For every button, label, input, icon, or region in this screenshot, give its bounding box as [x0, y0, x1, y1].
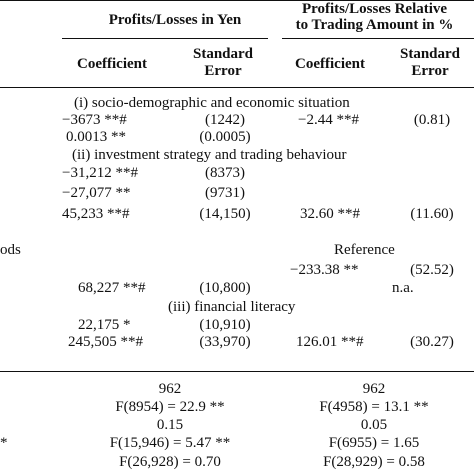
cell-r5-coef1: 45,233 **# [62, 206, 130, 222]
cell-r10-err2: (30.27) [410, 334, 454, 350]
cell-r9-coef1: 22,175 * [78, 317, 131, 333]
header-group2-title-line1: Profits/Losses Relative [301, 1, 448, 17]
section-label-socio-demographic: (i) socio-demographic and economic situa… [74, 95, 350, 111]
stat-f-test-1a: F(8954) = 22.9 ** [115, 399, 225, 415]
header-coefficient-2: Coefficient [295, 56, 365, 72]
stat-r-squared-1: 0.15 [156, 417, 184, 433]
section-label-investment-strategy: (ii) investment strategy and trading beh… [72, 147, 347, 163]
stat-observations-2: 962 [362, 381, 386, 397]
cell-r1-err2: (0.81) [413, 112, 451, 128]
stat-observations-1: 962 [158, 381, 182, 397]
cell-r7-err2: (52.52) [410, 262, 454, 278]
stat-f-test-3a: F(26,928) = 0.70 [119, 454, 221, 470]
header-rule [0, 87, 474, 88]
group2-underline [282, 38, 474, 39]
header-group1-title: Profits/Losses in Yen [108, 12, 242, 28]
cell-r8-err2: n.a. [392, 280, 414, 296]
header-error-2: Error [411, 63, 449, 79]
cell-r9-err1: (10,910) [199, 317, 251, 333]
cell-r10-coef1: 245,505 **# [68, 334, 143, 350]
cell-r1-coef2: −2.44 **# [298, 112, 359, 128]
header-group2-title-line2: to Trading Amount in % [295, 17, 454, 33]
stat-f-test-2b: F(6955) = 1.65 [328, 435, 420, 451]
header-standard-2: Standard [399, 46, 461, 62]
cell-r10-coef2: 126.01 **# [296, 334, 364, 350]
cell-r4-coef1: −27,077 ** [62, 185, 131, 201]
stat-f-test-3b: F(28,929) = 0.58 [323, 454, 425, 470]
statistics-rule [0, 371, 474, 372]
stat-f-test-1b: F(4958) = 13.1 ** [319, 399, 429, 415]
group1-underline [62, 38, 268, 39]
cell-r2-err1: (0.0005) [199, 129, 251, 145]
cell-r3-coef1: −31,212 **# [62, 165, 138, 181]
cell-r6-reference: Reference [334, 242, 395, 258]
cell-r4-err1: (9731) [205, 185, 245, 201]
stat-r-squared-2: 0.05 [360, 417, 388, 433]
stat-f-test-2a: F(15,946) = 5.47 ** [109, 435, 231, 451]
header-standard-1: Standard [192, 46, 254, 62]
cell-r1-err1: (1242) [205, 112, 245, 128]
cell-r5-coef2: 32.60 **# [300, 206, 360, 222]
header-error-1: Error [204, 63, 242, 79]
cell-r8-err1: (10,800) [199, 280, 251, 296]
cell-r2-coef1: 0.0013 ** [66, 129, 126, 145]
cell-r10-err1: (33,970) [199, 334, 251, 350]
row-label-periods-truncated: ods [0, 242, 21, 258]
cell-r5-err1: (14,150) [199, 206, 251, 222]
row-label-star-truncated: * [0, 435, 8, 451]
cell-r7-coef2: −233.38 ** [290, 262, 359, 278]
cell-r1-coef1: −3673 **# [62, 112, 127, 128]
section-label-financial-literacy: (iii) financial literacy [168, 299, 296, 315]
header-coefficient-1: Coefficient [77, 56, 147, 72]
cell-r3-err1: (8373) [205, 165, 245, 181]
cell-r5-err2: (11.60) [410, 206, 454, 222]
cell-r8-coef1: 68,227 **# [78, 280, 146, 296]
top-rule [0, 0, 474, 1]
